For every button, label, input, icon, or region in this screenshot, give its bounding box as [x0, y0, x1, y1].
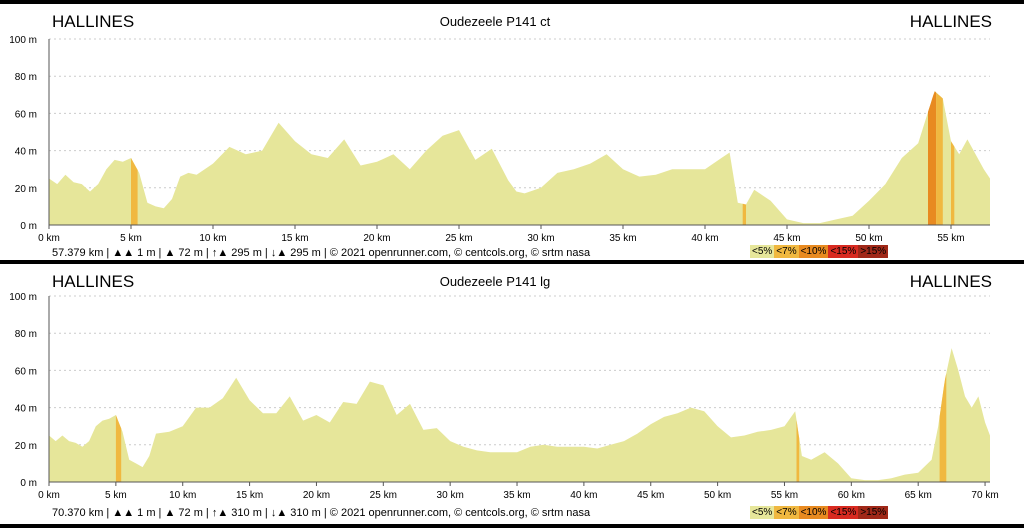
- start-label: HALLINES: [52, 272, 135, 291]
- x-tick-label: 15 km: [236, 490, 263, 501]
- grade-segment: [928, 91, 937, 225]
- legend-item: >15%: [858, 245, 889, 258]
- x-tick-label: 25 km: [370, 490, 397, 501]
- profile-panel-1: HALLINES Oudezeele P141 ct HALLINES 0 m 2…: [0, 4, 1024, 260]
- end-label: HALLINES: [909, 272, 992, 291]
- grade-segment: [742, 203, 746, 225]
- chart-title: Oudezeele P141 lg: [439, 274, 551, 289]
- y-tick-label: 0 m: [20, 221, 37, 232]
- legend-item: >15%: [858, 506, 889, 519]
- legend-item: <7%: [774, 506, 799, 519]
- x-tick-label: 25 km: [445, 233, 472, 244]
- legend-item: <15%: [828, 245, 859, 258]
- x-tick-label: 10 km: [199, 233, 226, 244]
- x-tick-label: 15 km: [281, 233, 308, 244]
- x-tick-label: 45 km: [637, 490, 664, 501]
- legend-item: <5%: [750, 506, 775, 519]
- x-tick-label: 40 km: [691, 233, 718, 244]
- elevation-chart: 0 m 20 m 40 m 60 m 80 m 100 m 0 km 5 km 10 km 15 …: [9, 292, 998, 501]
- x-tick-label: 70 km: [971, 490, 998, 501]
- y-tick-label: 60 m: [15, 109, 37, 120]
- start-label: HALLINES: [52, 12, 135, 31]
- legend-item: <5%: [750, 245, 775, 258]
- legend-item: <7%: [774, 245, 799, 258]
- x-tick-label: 30 km: [437, 490, 464, 501]
- chart-title: Oudezeele P141 ct: [439, 14, 551, 29]
- x-tick-label: 60 km: [838, 490, 865, 501]
- legend-item: <10%: [798, 506, 829, 519]
- elevation-area: [49, 348, 990, 482]
- x-tick-label: 0 km: [38, 233, 60, 244]
- x-tick-label: 5 km: [120, 233, 142, 244]
- x-tick-label: 20 km: [303, 490, 330, 501]
- footer-stats: 70.370 km | ▲▲ 1 m | ▲ 72 m | ↑▲ 310 m |…: [52, 507, 591, 519]
- elevation-area: [49, 91, 990, 225]
- y-tick-label: 40 m: [15, 147, 37, 158]
- grade-segment: [951, 141, 955, 225]
- y-tick-label: 100 m: [9, 35, 37, 46]
- profile-panel-2: HALLINES Oudezeele P141 lg HALLINES 0 m 2…: [0, 264, 1024, 524]
- elevation-chart: 0 m 20 m 40 m 60 m 80 m 100 m 0 km 5 km 10 km 15 …: [9, 35, 990, 244]
- end-label: HALLINES: [909, 12, 992, 31]
- x-tick-label: 30 km: [527, 233, 554, 244]
- grade-segment: [939, 373, 947, 482]
- y-tick-label: 80 m: [15, 329, 37, 340]
- legend-item: <10%: [798, 245, 829, 258]
- y-tick-label: 80 m: [15, 72, 37, 83]
- y-tick-label: 100 m: [9, 292, 37, 303]
- footer-stats: 57.379 km | ▲▲ 1 m | ▲ 72 m | ↑▲ 295 m |…: [52, 247, 591, 259]
- x-tick-label: 55 km: [937, 233, 964, 244]
- grade-segment: [796, 420, 800, 482]
- legend-item: <15%: [828, 506, 859, 519]
- x-tick-label: 50 km: [855, 233, 882, 244]
- x-tick-label: 20 km: [363, 233, 390, 244]
- x-tick-label: 0 km: [38, 490, 60, 501]
- y-tick-label: 40 m: [15, 404, 37, 415]
- x-tick-label: 10 km: [169, 490, 196, 501]
- x-tick-label: 5 km: [105, 490, 127, 501]
- grade-legend: <5% <7% <10% <15% >15%: [750, 245, 889, 258]
- x-tick-label: 50 km: [704, 490, 731, 501]
- x-tick-label: 40 km: [570, 490, 597, 501]
- grade-segment: [131, 158, 138, 225]
- y-tick-label: 60 m: [15, 366, 37, 377]
- y-tick-label: 20 m: [15, 184, 37, 195]
- x-tick-label: 45 km: [773, 233, 800, 244]
- x-tick-label: 55 km: [771, 490, 798, 501]
- grade-segment: [936, 92, 943, 225]
- x-tick-label: 35 km: [503, 490, 530, 501]
- grade-segment: [115, 415, 122, 482]
- x-tick-label: 35 km: [609, 233, 636, 244]
- x-tick-label: 65 km: [905, 490, 932, 501]
- y-tick-label: 20 m: [15, 441, 37, 452]
- grade-legend: <5% <7% <10% <15% >15%: [750, 506, 889, 519]
- y-tick-label: 0 m: [20, 478, 37, 489]
